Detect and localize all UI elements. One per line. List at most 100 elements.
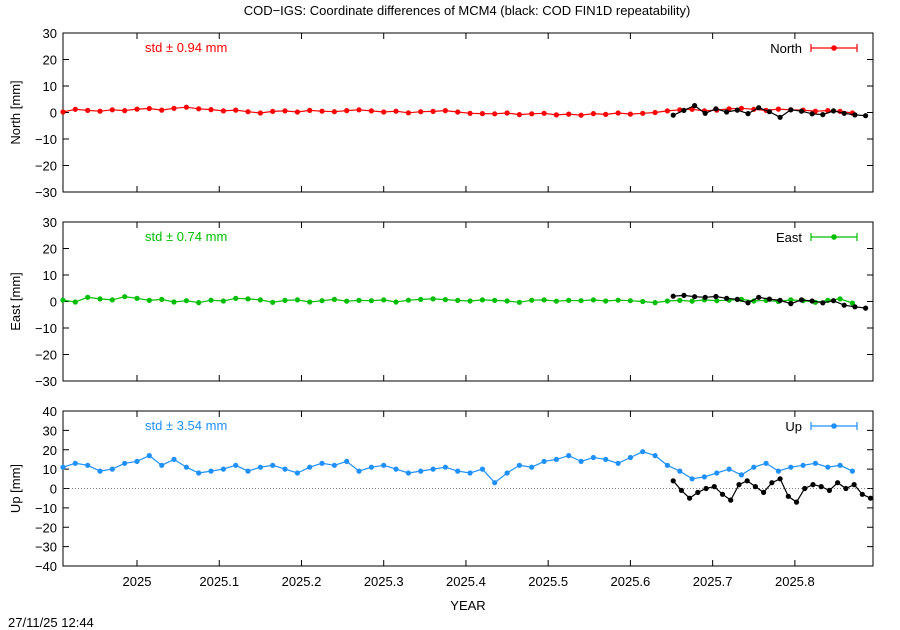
data-point [756, 105, 762, 111]
data-point [233, 295, 239, 301]
data-point [368, 464, 374, 470]
data-point [769, 480, 775, 486]
data-point [319, 298, 325, 304]
x-tick-label: 2025.4 [446, 574, 486, 589]
data-point [418, 468, 424, 474]
data-point [627, 298, 634, 304]
data-point [843, 485, 849, 492]
data-point [405, 470, 411, 476]
x-tick-label: 2025 [123, 574, 152, 589]
y-tick-label: 10 [43, 462, 57, 477]
y-tick-label: 10 [43, 79, 57, 94]
data-point [702, 110, 708, 116]
data-point [220, 298, 226, 304]
data-point [442, 464, 448, 470]
data-point [85, 462, 91, 468]
data-point [220, 108, 226, 114]
y-tick-label: −30 [35, 540, 57, 555]
data-point [331, 296, 337, 302]
data-point [418, 109, 424, 115]
data-point [703, 485, 709, 492]
data-point [134, 106, 140, 112]
data-point [245, 468, 251, 474]
data-point [677, 297, 683, 303]
data-point [97, 108, 103, 114]
data-point [744, 478, 750, 484]
data-point [504, 110, 510, 116]
data-point [756, 294, 762, 300]
legend-label: East [776, 230, 802, 245]
data-point [282, 108, 288, 114]
data-point [516, 112, 523, 118]
data-point [455, 109, 461, 115]
data-point [294, 297, 300, 303]
data-point [603, 111, 609, 117]
data-point [356, 297, 362, 303]
data-point [97, 468, 103, 474]
data-point [681, 107, 687, 113]
data-point [307, 107, 313, 113]
data-point [109, 466, 115, 472]
data-point [294, 470, 300, 476]
data-point [719, 491, 726, 497]
x-tick-label: 2025.7 [693, 574, 733, 589]
data-point [541, 297, 547, 303]
data-point [566, 453, 572, 459]
x-tick-label: 2025.1 [199, 574, 239, 589]
data-point [678, 487, 685, 493]
data-point [851, 482, 857, 488]
data-point [479, 297, 485, 303]
y-tick-label: 0 [50, 106, 57, 121]
data-point [146, 453, 152, 459]
data-point [159, 296, 165, 302]
data-point [307, 299, 313, 305]
data-point [763, 460, 769, 466]
data-point [745, 300, 751, 306]
y-tick-label: 0 [50, 482, 57, 497]
data-point [529, 297, 535, 303]
data-point [122, 460, 128, 466]
data-point [122, 108, 128, 114]
data-point [282, 297, 288, 303]
data-point [430, 466, 436, 472]
data-point [344, 108, 350, 114]
data-point [818, 484, 824, 490]
y-tick-label: 20 [43, 443, 57, 458]
y-tick-label: 30 [43, 215, 57, 230]
data-point [442, 297, 448, 303]
data-point [393, 108, 399, 114]
data-point [245, 109, 251, 115]
std-label: std ± 0.74 mm [145, 229, 227, 244]
data-point [479, 466, 485, 472]
y-axis-label: East [mm] [8, 272, 23, 331]
data-point [734, 296, 740, 302]
data-point [670, 293, 676, 299]
y-tick-label: 40 [43, 404, 57, 419]
data-point [134, 458, 140, 464]
data-point [578, 298, 584, 304]
data-point [652, 453, 658, 459]
data-point [640, 449, 646, 455]
data-point [640, 298, 646, 305]
data-point [393, 299, 399, 305]
x-tick-label: 2025.2 [282, 574, 322, 589]
data-point [492, 111, 498, 117]
data-point [785, 493, 791, 499]
data-point [820, 112, 826, 118]
data-point [826, 487, 833, 493]
data-point [319, 108, 325, 114]
data-point [109, 297, 115, 303]
data-point [863, 305, 869, 311]
data-point [841, 302, 847, 308]
std-label: std ± 0.94 mm [145, 40, 227, 55]
x-tick-label: 2025.3 [364, 574, 404, 589]
data-point [714, 470, 720, 476]
data-point [442, 108, 448, 114]
data-point [689, 476, 695, 482]
data-point [331, 109, 337, 115]
data-point [603, 456, 609, 462]
data-point [368, 298, 374, 304]
data-point [122, 294, 128, 300]
y-axis-label: Up [mm] [8, 464, 23, 513]
